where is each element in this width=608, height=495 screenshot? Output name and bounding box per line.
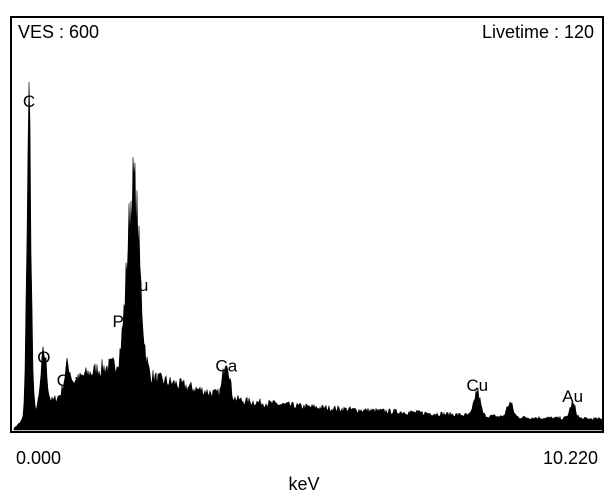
livetime-label: Livetime : 120 [481,22,594,42]
peak-label-ca: Ca [215,357,237,376]
peak-label-c: C [23,92,35,111]
peak-label-p: P [113,312,124,331]
peak-label-au: Au [128,276,149,295]
spectrum-frame: VES : 600 Livetime : 120 [10,16,604,433]
peak-label-au: Au [562,387,583,406]
peak-label-o: O [37,348,50,367]
ves-label: VES : 600 [18,22,100,42]
peak-label-cu: Cu [57,371,79,390]
spectrum-area [13,81,603,431]
x-tick-max: 10.220 [542,448,598,468]
x-tick-min: 0.000 [16,448,62,468]
peak-label-cu: Cu [466,376,488,395]
x-axis-label: keV [288,474,320,494]
